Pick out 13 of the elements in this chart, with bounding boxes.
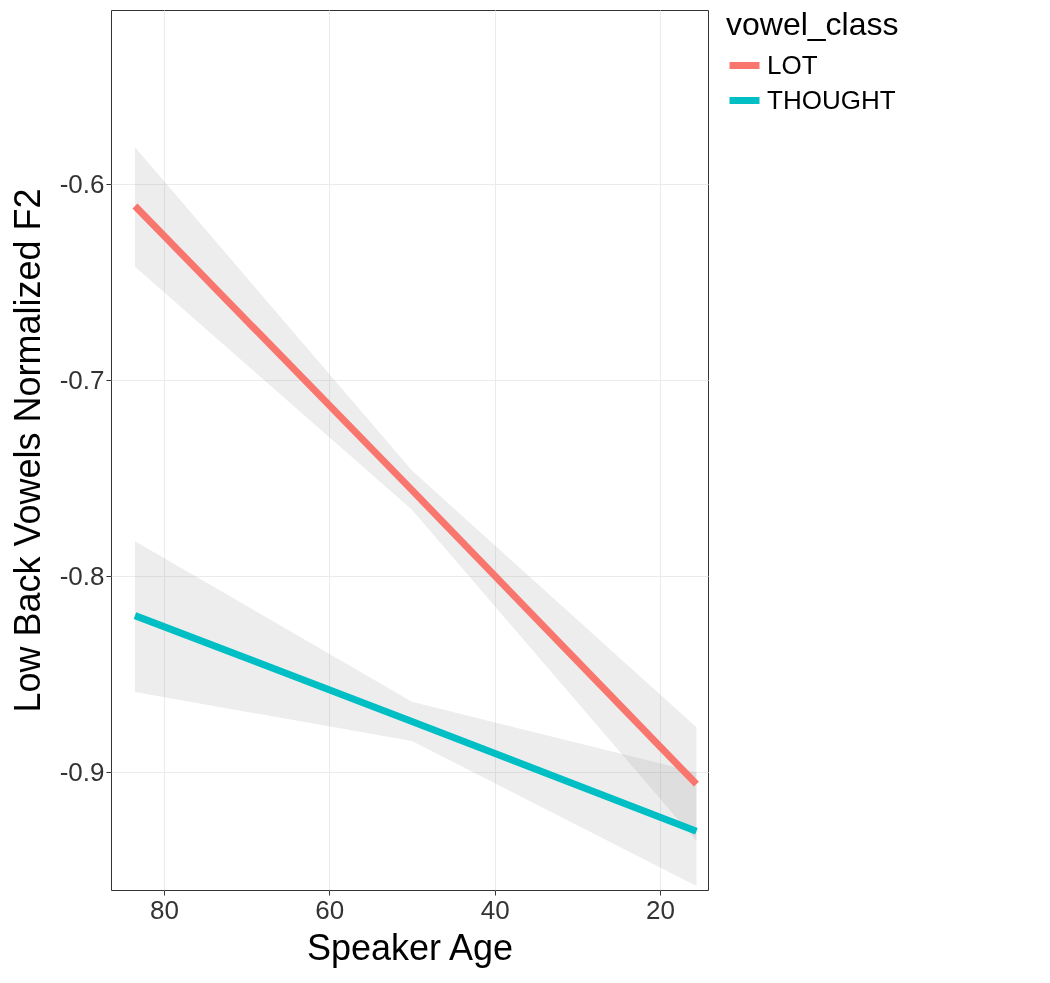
- x-tick-label: 60: [315, 894, 345, 925]
- y-tick-label: -0.8: [59, 560, 105, 591]
- y-tick-label: -0.7: [59, 364, 105, 395]
- x-tick-label: 80: [149, 894, 179, 925]
- legend-label: LOT: [767, 49, 818, 80]
- x-axis-title: Speaker Age: [306, 926, 514, 968]
- legend-label: THOUGHT: [767, 84, 896, 115]
- y-axis-title: Low Back Vowels Normalized F2: [6, 188, 48, 713]
- legend-title: vowel_class: [726, 6, 899, 42]
- x-tick-label: 20: [646, 894, 675, 925]
- y-tick-label: -0.6: [59, 168, 105, 199]
- y-tick-label: -0.9: [59, 756, 105, 787]
- x-tick-label: 40: [480, 894, 510, 925]
